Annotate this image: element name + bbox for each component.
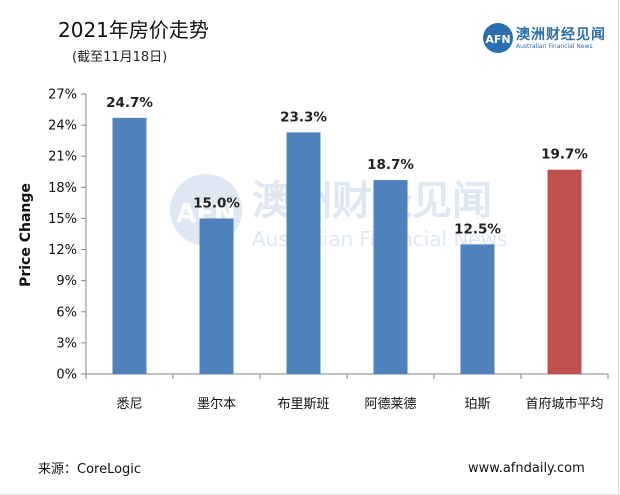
y-tick-label: 18% [48, 181, 77, 196]
x-tick-label: 布里斯班 [277, 397, 329, 412]
data-label: 24.7% [106, 95, 153, 111]
x-tick-label: 墨尔本 [197, 397, 236, 412]
bar [460, 244, 495, 374]
y-tick-label: 27% [48, 88, 77, 103]
bar [199, 218, 234, 374]
chart-title: 2021年房价走势 [58, 18, 209, 42]
logo-text-en: Australian Financial News [516, 43, 593, 50]
bar [547, 169, 582, 374]
frame-edge [618, 0, 619, 495]
y-tick-label: 21% [48, 150, 77, 165]
y-tick-label: 15% [48, 212, 77, 227]
x-axis: 悉尼 墨尔本 布里斯班 阿德莱德 珀斯 首府城市平均 [85, 373, 609, 412]
brand-logo: AFN 澳洲财经见闻 Australian Financial News [482, 22, 610, 56]
bars [112, 117, 582, 374]
x-tick-label: 珀斯 [464, 397, 490, 412]
afn-logo-icon: AFN [483, 23, 513, 53]
y-axis: 0% 3% 6% 9% 12% 15% 18% 21% 24% 27% [48, 88, 87, 383]
x-tick-label: 悉尼 [116, 397, 142, 412]
data-label: 23.3% [280, 109, 327, 125]
bar [286, 132, 321, 374]
data-label: 18.7% [367, 157, 414, 173]
bar [112, 117, 147, 374]
y-tick-label: 3% [56, 336, 77, 351]
data-label: 19.7% [541, 147, 588, 163]
source-note: 来源：CoreLogic [38, 462, 142, 477]
chart-subtitle: (截至11月18日) [72, 50, 168, 65]
x-tick-label: 阿德莱德 [364, 397, 416, 412]
y-axis-label: Price Change [18, 183, 34, 287]
x-tick-label: 首府城市平均 [525, 396, 603, 412]
y-tick-label: 12% [48, 243, 77, 258]
value-labels: 24.7% 15.0% 23.3% 18.7% 12.5% 19.7% [106, 95, 588, 238]
y-tick-label: 9% [56, 274, 77, 289]
y-tick-label: 24% [48, 119, 77, 134]
y-tick-label: 0% [56, 368, 77, 383]
y-tick-label: 6% [56, 305, 77, 320]
logo-text-cn: 澳洲财经见闻 [516, 27, 606, 43]
data-label: 15.0% [193, 195, 240, 211]
site-url: www.afndaily.com [468, 461, 585, 476]
svg-text:AFN: AFN [485, 33, 510, 46]
bar [373, 180, 408, 374]
data-label: 12.5% [454, 221, 501, 237]
